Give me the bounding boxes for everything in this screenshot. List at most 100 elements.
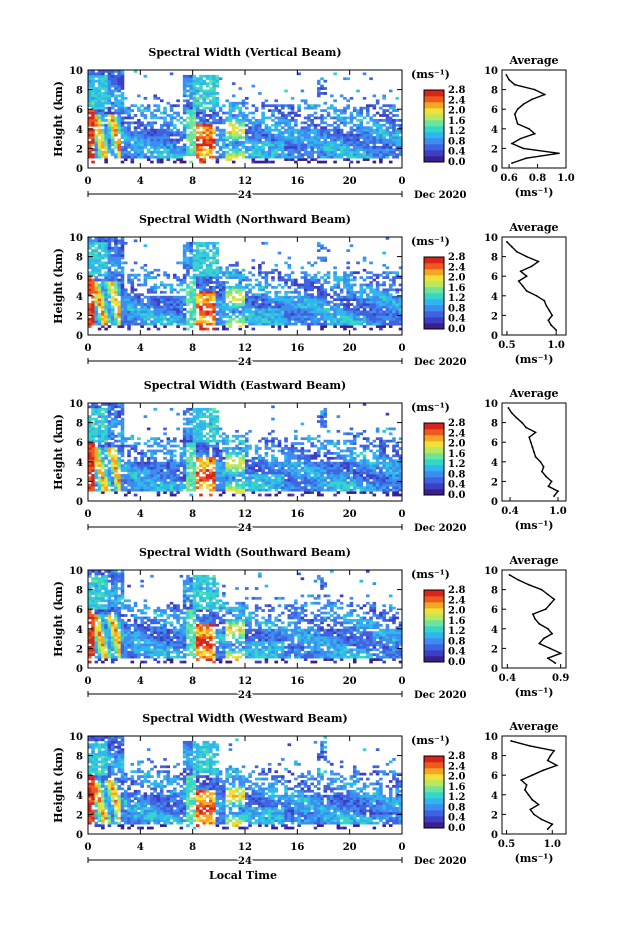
heatmap-cell: [110, 464, 115, 467]
heatmap-cell: [343, 271, 347, 275]
heatmap-cell: [352, 308, 357, 311]
heatmap-cell: [166, 295, 171, 299]
heatmap-cell: [97, 405, 102, 409]
heatmap-cell: [225, 150, 229, 154]
heatmap-cell: [120, 116, 125, 120]
heatmap-cell: [186, 303, 190, 306]
heatmap-cell: [120, 322, 125, 326]
heatmap-cell: [176, 486, 180, 490]
heatmap-cell: [375, 293, 380, 297]
heatmap-cell: [150, 290, 154, 294]
heatmap-cell: [258, 155, 262, 159]
heatmap-cell: [120, 92, 125, 95]
heatmap-cell: [107, 471, 112, 475]
heatmap-cell: [209, 128, 213, 132]
heatmap-cell: [199, 293, 203, 297]
heatmap-cell: [323, 109, 328, 112]
heatmap-cell: [339, 300, 344, 304]
heatmap-cell: [192, 295, 197, 299]
heatmap-cell: [264, 317, 269, 321]
heatmap-cell: [379, 290, 383, 294]
heatmap-cell: [316, 138, 321, 142]
heatmap-cell: [163, 474, 167, 477]
heatmap-cell: [101, 119, 105, 122]
heatmap-cell: [205, 263, 210, 267]
heatmap-cell: [195, 259, 200, 262]
heatmap-cell: [91, 322, 95, 326]
heatmap-cell: [130, 278, 135, 282]
heatmap-cell: [316, 148, 321, 152]
heatmap-cell: [349, 141, 354, 144]
heatmap-cell: [323, 116, 328, 120]
heatmap-cell: [143, 131, 148, 134]
heatmap-cell: [192, 128, 197, 132]
heatmap-cell: [101, 422, 105, 426]
heatmap-cell: [388, 141, 393, 144]
heatmap-cell: [173, 273, 177, 277]
heatmap-cell: [326, 141, 331, 144]
heatmap-cell: [290, 322, 295, 326]
heatmap-cell: [192, 429, 197, 433]
heatmap-cell: [254, 308, 259, 311]
heatmap-cell: [169, 72, 174, 76]
heatmap-cell: [248, 278, 252, 282]
heatmap-cell: [202, 92, 207, 95]
heatmap-cell: [284, 322, 288, 326]
heatmap-cell: [248, 145, 252, 149]
heatmap-cell: [150, 295, 154, 299]
heatmap-cell: [343, 136, 347, 139]
heatmap-cell: [169, 114, 174, 117]
heatmap-cell: [303, 308, 308, 311]
heatmap-cell: [91, 256, 95, 260]
heatmap-cell: [212, 315, 216, 319]
heatmap-cell: [176, 476, 180, 480]
heatmap-cell: [225, 315, 229, 319]
heatmap-cell: [359, 148, 364, 152]
heatmap-cell: [117, 288, 122, 292]
heatmap-cell: [388, 150, 393, 154]
heatmap-cell: [343, 116, 347, 120]
heatmap-cell: [97, 434, 102, 438]
heatmap-cell: [153, 452, 157, 455]
heatmap-cell: [333, 315, 337, 319]
heatmap-cell: [179, 456, 184, 460]
heatmap-cell: [379, 136, 383, 139]
heatmap-cell: [163, 143, 167, 147]
heatmap-cell: [307, 281, 311, 284]
heatmap-cell: [94, 295, 99, 299]
heatmap-cell: [320, 298, 324, 301]
heatmap-cell: [153, 150, 157, 154]
heatmap-cell: [385, 131, 390, 134]
heatmap-cell: [110, 143, 115, 147]
heatmap-cell: [114, 94, 118, 98]
heatmap-cell: [346, 288, 350, 292]
heatmap-cell: [192, 461, 197, 465]
heatmap-cell: [251, 116, 256, 120]
profile-x-tick-label: 0.6: [500, 173, 517, 184]
heatmap-cell: [91, 308, 95, 311]
heatmap-cell: [231, 273, 236, 277]
heatmap-cell: [182, 298, 187, 301]
heatmap-cell: [258, 119, 262, 122]
heatmap-cell: [176, 128, 180, 132]
profile-point: [511, 162, 513, 165]
heatmap-cell: [189, 123, 193, 127]
heatmap-cell: [231, 138, 236, 142]
heatmap-cell: [182, 153, 187, 157]
heatmap-cell: [97, 429, 102, 433]
heatmap-cell: [156, 466, 161, 470]
heatmap-cell: [163, 310, 167, 314]
heatmap-cell: [182, 434, 187, 438]
heatmap-cell: [94, 266, 99, 270]
heatmap-cell: [91, 305, 95, 309]
heatmap-cell: [372, 290, 377, 294]
heatmap-cell: [202, 160, 207, 164]
heatmap-cell: [385, 155, 390, 159]
heatmap-cell: [333, 276, 337, 279]
heatmap-cell: [104, 281, 108, 284]
heatmap-cell: [189, 412, 193, 416]
heatmap-cell: [130, 464, 135, 467]
heatmap-cell: [215, 273, 220, 277]
heatmap-cell: [146, 138, 151, 142]
heatmap-cell: [176, 315, 180, 319]
